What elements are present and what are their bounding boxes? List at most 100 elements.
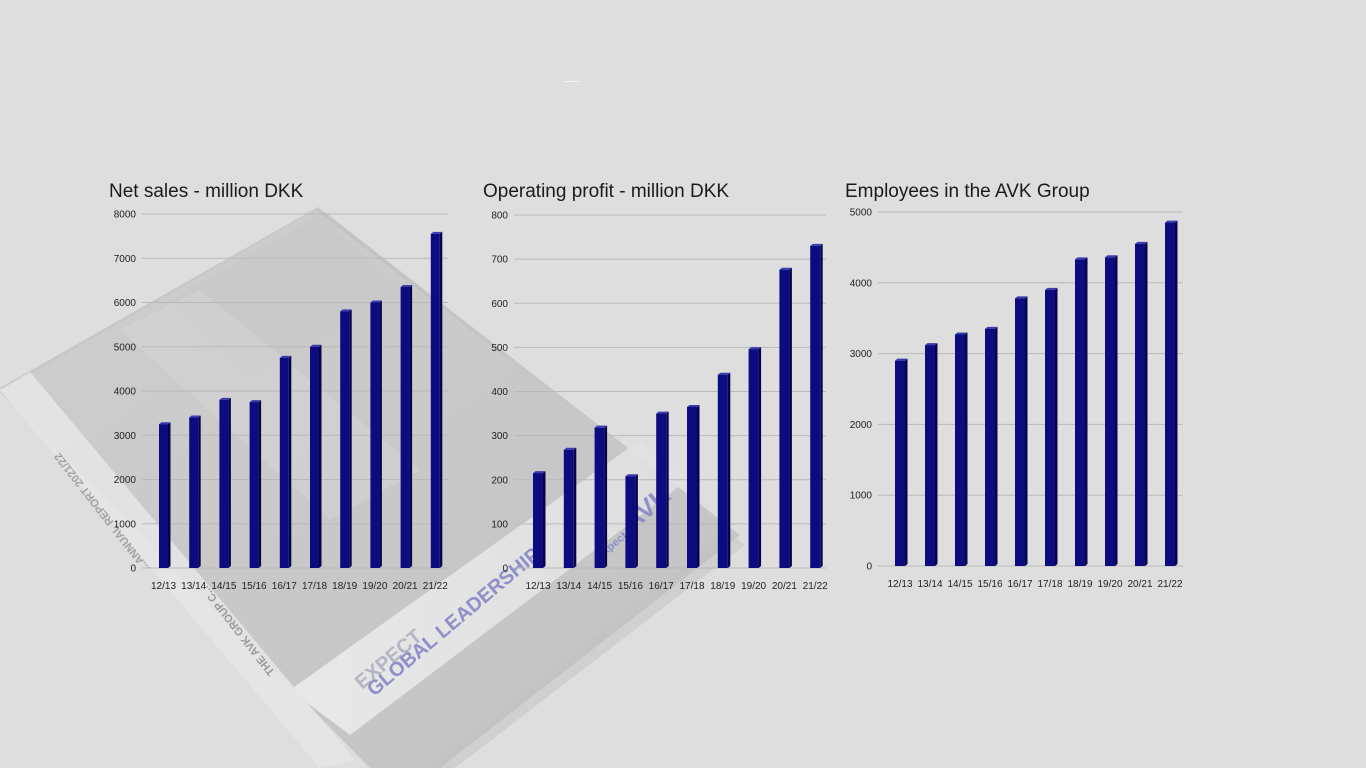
y-tick-label-employees: 2000 <box>850 420 873 431</box>
bar <box>1015 298 1025 566</box>
bar-group-operating-profit-14/15 <box>594 425 608 568</box>
bar-group-net-sales-16/17 <box>279 355 292 568</box>
bar <box>895 360 905 566</box>
x-tick-label-operating-profit: 19/20 <box>741 581 766 592</box>
x-tick-label-net-sales: 18/19 <box>332 581 357 592</box>
x-tick-label-employees: 21/22 <box>1157 579 1182 590</box>
x-tick-label-employees: 18/19 <box>1067 579 1092 590</box>
y-tick-label-net-sales: 0 <box>130 564 136 575</box>
bar-top <box>925 343 938 346</box>
y-tick-label-net-sales: 3000 <box>114 431 137 442</box>
bar-side <box>379 300 382 568</box>
bar-group-operating-profit-20/21 <box>779 267 792 568</box>
bar <box>1165 222 1175 566</box>
x-tick-label-operating-profit: 16/17 <box>649 581 674 592</box>
bar-top <box>1075 257 1088 260</box>
bar-group-operating-profit-21/22 <box>810 243 823 568</box>
y-tick-label-net-sales: 8000 <box>114 210 137 221</box>
bar-side <box>319 344 322 568</box>
x-tick-label-employees: 19/20 <box>1097 579 1122 590</box>
bar <box>810 245 821 568</box>
bar-side <box>258 400 262 568</box>
bar-group-operating-profit-12/13 <box>533 471 546 568</box>
bar <box>1135 243 1145 567</box>
bar-side <box>228 397 231 568</box>
bar-group-employees-18/19 <box>1075 257 1088 566</box>
bar <box>687 406 697 568</box>
x-tick-label-operating-profit: 14/15 <box>587 581 612 592</box>
bar-group-employees-15/16 <box>985 326 998 566</box>
bar-group-employees-12/13 <box>895 358 908 566</box>
x-tick-label-operating-profit: 20/21 <box>772 581 797 592</box>
bar-top <box>430 231 443 234</box>
bar <box>340 311 350 568</box>
bar <box>1105 257 1115 566</box>
bar-top <box>189 415 201 418</box>
top-divider <box>564 81 579 82</box>
y-tick-label-employees: 4000 <box>850 278 873 289</box>
bar <box>310 346 319 568</box>
y-tick-label-net-sales: 6000 <box>114 298 137 309</box>
bar-top <box>985 326 998 329</box>
y-tick-label-net-sales: 2000 <box>114 475 137 486</box>
y-tick-label-operating-profit: 0 <box>502 564 508 575</box>
bar-group-operating-profit-18/19 <box>717 372 731 568</box>
bar-group-employees-13/14 <box>925 343 938 566</box>
x-tick-label-operating-profit: 17/18 <box>679 581 704 592</box>
bar-top <box>895 358 908 361</box>
bar <box>279 357 289 568</box>
bar-group-net-sales-21/22 <box>430 231 443 568</box>
x-tick-label-net-sales: 13/14 <box>181 581 206 592</box>
bar-group-net-sales-18/19 <box>340 309 352 568</box>
bar-side <box>1085 257 1088 566</box>
bar <box>925 345 935 566</box>
x-tick-label-employees: 20/21 <box>1127 579 1152 590</box>
bar-top <box>219 397 231 400</box>
x-tick-label-net-sales: 15/16 <box>242 581 267 592</box>
chart-net-sales: 0 1000 2000 3000 4000 5000 6000 7000 8000 12/13 13… <box>114 210 448 593</box>
bar <box>1075 259 1085 566</box>
bar-group-net-sales-20/21 <box>400 285 413 568</box>
bar <box>779 269 790 568</box>
y-tick-label-operating-profit: 600 <box>491 299 508 310</box>
bar-top <box>955 332 968 335</box>
bar-top <box>340 309 352 312</box>
bar-top <box>279 355 292 358</box>
bar <box>594 427 605 568</box>
bar-group-net-sales-19/20 <box>370 300 382 568</box>
x-tick-label-net-sales: 21/22 <box>423 581 448 592</box>
y-tick-label-operating-profit: 700 <box>491 255 508 266</box>
bar-side <box>697 404 700 568</box>
bar <box>748 349 759 568</box>
chart-title-employees: Employees in the AVK Group <box>845 181 1090 202</box>
bar-top <box>310 344 322 347</box>
bar-group-net-sales-12/13 <box>159 422 171 568</box>
bar-group-net-sales-14/15 <box>219 397 231 568</box>
bar <box>159 424 168 568</box>
y-tick-label-operating-profit: 200 <box>491 475 508 486</box>
y-tick-label-operating-profit: 800 <box>491 211 508 222</box>
bar-top <box>249 400 262 403</box>
x-tick-label-employees: 14/15 <box>947 579 972 590</box>
bar-side <box>727 372 731 568</box>
bar-side <box>604 425 608 568</box>
bar-top <box>687 404 700 407</box>
x-tick-label-operating-profit: 12/13 <box>525 581 550 592</box>
bar-top <box>748 347 762 350</box>
bar-group-net-sales-15/16 <box>249 400 262 568</box>
bar <box>656 413 667 568</box>
bar <box>430 233 440 568</box>
bar-side <box>543 471 546 568</box>
bar-group-net-sales-13/14 <box>189 415 201 568</box>
bar-top <box>533 471 546 474</box>
x-tick-label-net-sales: 20/21 <box>393 581 418 592</box>
bar-side <box>635 474 638 568</box>
bar-top <box>159 422 171 425</box>
bar-top <box>594 425 608 428</box>
bar-group-employees-20/21 <box>1135 241 1148 567</box>
y-tick-label-operating-profit: 100 <box>491 519 508 530</box>
x-tick-label-net-sales: 14/15 <box>211 581 236 592</box>
bar-group-operating-profit-17/18 <box>687 404 700 568</box>
